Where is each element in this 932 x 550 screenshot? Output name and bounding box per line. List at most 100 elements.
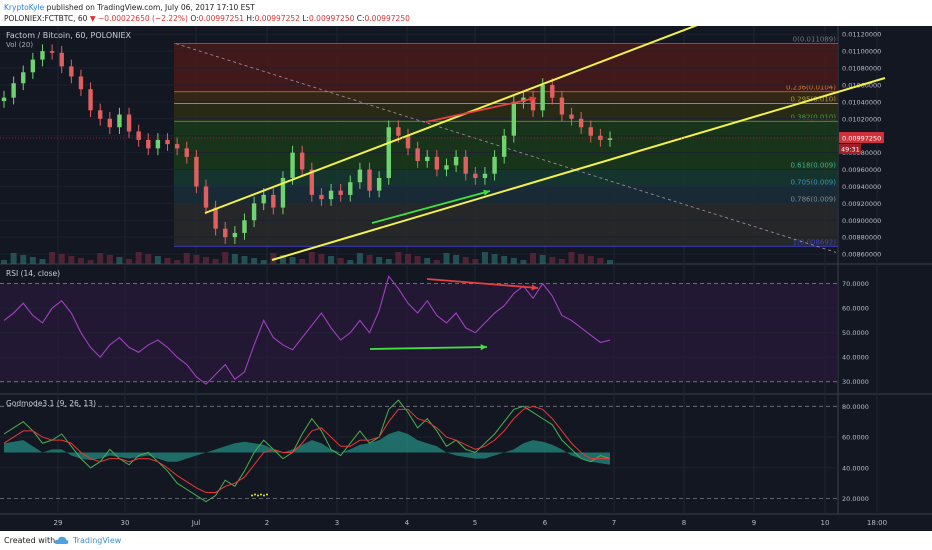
symbol-label: POLONIEX:FCTBTC, 60 (4, 14, 88, 23)
volume-bar (87, 260, 94, 264)
volume-bar (549, 257, 556, 264)
y-tick-label: 0.00940000 (842, 183, 881, 191)
candle-body (271, 194, 276, 208)
y-tick-label: 0.00860000 (842, 251, 881, 259)
y-tick-label: 0.01040000 (842, 98, 881, 106)
candle-body (530, 97, 536, 111)
chart-area[interactable]: 29 30 Jul 2 3 4 5 6 7 8 9 10 18:00 0(0.011089) 0.236(0… (0, 23, 932, 531)
candle-body (251, 203, 257, 221)
volume-bar (578, 254, 585, 264)
volume-bar (530, 253, 537, 264)
godmode-series-line (3, 399, 611, 503)
candle-body (463, 156, 468, 174)
volume-bar (414, 256, 421, 264)
rsi-green-arrow-head (480, 344, 487, 351)
candle-body (40, 51, 45, 60)
high-label: H: (246, 14, 255, 23)
candle-body (242, 220, 247, 233)
volume-bar (328, 256, 335, 264)
publish-info: published on TradingView.com, July 06, 2… (46, 3, 255, 12)
volume-bar (135, 252, 142, 264)
volume-bar (251, 258, 258, 264)
candle-body (521, 97, 526, 102)
x-tick-label: 18:00 (867, 519, 887, 527)
candle-body (1, 97, 7, 102)
volume-bar (126, 259, 133, 264)
volume-bar (347, 260, 354, 264)
price-green-arrow-head (483, 189, 490, 196)
candle-body (59, 52, 64, 67)
volume-bar (116, 257, 123, 264)
godmode-y-tick: 80.0000 (842, 403, 869, 411)
symbol-line: POLONIEX:FCTBTC, 60 ▼ −0.00022650 (−2.22… (4, 14, 410, 23)
volume-bar (203, 257, 209, 264)
tradingview-brand[interactable]: TradingView (73, 536, 122, 545)
price-green-arrow (371, 190, 491, 224)
volume-bar (539, 255, 546, 264)
volume-bar (231, 254, 238, 264)
fib-level-label: 0.786(0.009) (790, 195, 836, 203)
open-label: O: (190, 14, 199, 23)
candle-body (203, 186, 209, 208)
x-tick-label: 4 (405, 519, 410, 527)
candle-body (232, 232, 238, 238)
candle-body (78, 76, 84, 90)
godmode-histogram (4, 430, 610, 465)
author-link[interactable]: KryptoKyle (4, 3, 45, 12)
fib-level-label: 0.236(0.0104) (786, 84, 836, 92)
volume-bar (29, 257, 36, 264)
godmode-oversold-dot (254, 493, 256, 496)
x-tick-label: 10 (821, 519, 830, 527)
rsi-red-arrow-head (531, 284, 538, 291)
volume-label: Vol (20) (6, 41, 33, 49)
fib-level-label: 0.382(0.010) (790, 113, 836, 121)
candle-body (376, 177, 382, 191)
godmode-oversold-dot (266, 493, 268, 496)
fib-level-label: 0.705(0.009) (790, 178, 836, 186)
candle-body (117, 114, 122, 128)
godmode-title: Godmode3.1 (9, 26, 13) (6, 399, 96, 408)
y-tick-label: 0.01100000 (842, 48, 881, 56)
candle-body (155, 139, 161, 149)
volume-bar (39, 259, 46, 264)
volume-bar (183, 253, 190, 264)
volume-bar (481, 252, 488, 264)
volume-bar (154, 256, 161, 264)
candle-body (386, 127, 391, 178)
volume-bar (453, 255, 460, 264)
candle-body (30, 59, 36, 73)
candle-body (146, 139, 151, 149)
rsi-title: RSI (14, close) (6, 269, 60, 278)
x-tick-label: 8 (682, 519, 686, 527)
candle-body (453, 156, 459, 166)
godmode-series-line (3, 405, 610, 493)
y-tick-label: 0.00920000 (842, 200, 881, 208)
volume-bar (491, 254, 498, 264)
candle-body (107, 118, 113, 128)
candle-body (415, 148, 420, 162)
x-tick-label: Jul (191, 519, 201, 527)
godmode-y-tick: 60.0000 (842, 434, 869, 442)
candle-body (405, 135, 411, 149)
volume-bar (145, 254, 152, 264)
volume-bar (318, 254, 325, 264)
candle-body (328, 190, 334, 200)
candle-body (501, 135, 507, 157)
candle-body (21, 72, 26, 84)
volume-bar (568, 252, 575, 264)
diagonal-trend-line (175, 43, 837, 253)
volume-bar (222, 252, 229, 264)
volume-bar (299, 259, 306, 264)
candle-body (319, 194, 324, 200)
candle-body (434, 156, 440, 170)
channel-lower-line (271, 77, 886, 261)
fib-level-label: 1(0.008692) (793, 238, 837, 246)
candle-body (540, 84, 545, 111)
fib-zone (174, 169, 838, 187)
chart-svg[interactable]: 29 30 Jul 2 3 4 5 6 7 8 9 10 18:00 0(0.011089) 0.236(0… (0, 23, 932, 531)
volume-bar (385, 259, 392, 264)
low-label: L: (302, 14, 310, 23)
x-tick-label: 2 (265, 519, 269, 527)
volume-bar (241, 256, 248, 264)
last-price-badge (839, 132, 884, 144)
